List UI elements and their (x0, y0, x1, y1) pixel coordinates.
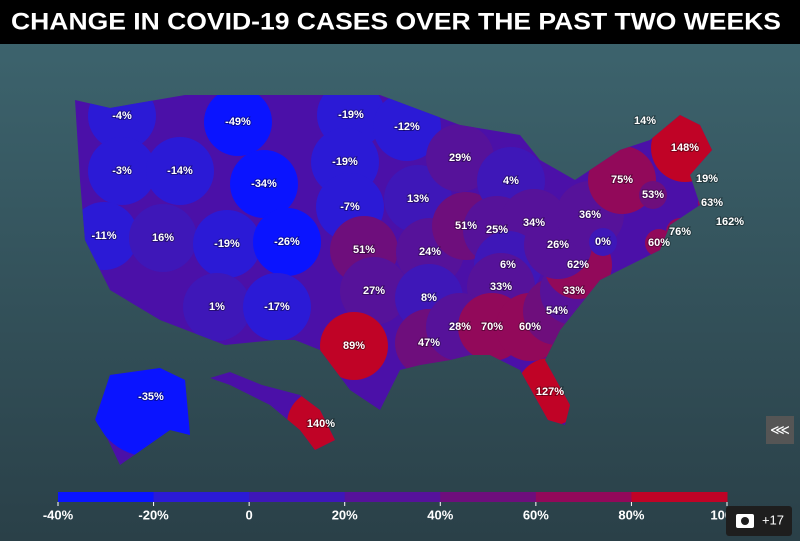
camera-lens (741, 517, 749, 525)
legend-segment (535, 492, 632, 502)
state-label: 60% (648, 237, 670, 249)
state-label: 47% (418, 337, 440, 349)
state-label: 148% (671, 142, 699, 154)
share-button[interactable] (766, 416, 794, 444)
state-label: 26% (547, 239, 569, 251)
state-label: 53% (642, 189, 664, 201)
state-label: 16% (152, 232, 174, 244)
state-label: -17% (264, 301, 290, 313)
state-region (639, 181, 667, 209)
state-label: 14% (634, 115, 656, 127)
share-icon: ⋘ (770, 422, 790, 438)
legend-tick-label: 60% (523, 507, 549, 522)
state-label: -35% (138, 391, 164, 403)
state-label: 76% (669, 226, 691, 238)
state-label: 51% (455, 220, 477, 232)
state-label: 1% (209, 301, 225, 313)
state-label: -26% (274, 236, 300, 248)
state-label: 13% (407, 193, 429, 205)
state-label: 8% (421, 292, 437, 304)
state-region (340, 257, 408, 325)
state-label: 70% (481, 321, 503, 333)
legend-tick-label: 80% (618, 507, 644, 522)
state-label: 63% (701, 197, 723, 209)
state-label: -34% (251, 178, 277, 190)
state-label: 162% (716, 216, 744, 228)
state-label: 127% (536, 386, 564, 398)
legend-segment (58, 492, 155, 502)
state-label: 75% (611, 174, 633, 186)
legend-segment (631, 492, 728, 502)
state-region (183, 273, 251, 341)
state-label: 34% (523, 217, 545, 229)
state-label: 27% (363, 285, 385, 297)
state-label: 54% (546, 305, 568, 317)
state-label: 24% (419, 246, 441, 258)
state-region (129, 204, 197, 272)
gallery-button[interactable] (726, 506, 792, 536)
state-label: 25% (486, 224, 508, 236)
state-region (588, 146, 656, 214)
state-label: 28% (449, 321, 471, 333)
state-label: -14% (167, 165, 193, 177)
gallery-count: +17 (762, 512, 784, 527)
legend-segment (249, 492, 346, 502)
state-region (243, 273, 311, 341)
legend-tick-label: 40% (427, 507, 453, 522)
state-label: -7% (340, 201, 360, 213)
state-region (320, 312, 388, 380)
state-region (253, 208, 321, 276)
state-label: -11% (91, 230, 116, 242)
state-label: -4% (112, 110, 132, 122)
state-label: 140% (307, 418, 335, 430)
legend-tick-label: 20% (332, 507, 358, 522)
state-label: -49% (225, 116, 251, 128)
state-label: -3% (112, 165, 132, 177)
title: CHANGE IN COVID-19 CASES OVER THE PAST T… (11, 8, 781, 35)
state-label: 62% (567, 259, 589, 271)
legend-tick-label: -20% (138, 507, 169, 522)
state-region (204, 95, 272, 156)
state-label: -19% (214, 238, 240, 250)
state-label: 4% (503, 175, 519, 187)
state-label: 89% (343, 340, 365, 352)
state-label: -19% (338, 109, 364, 121)
legend-segment (440, 492, 537, 502)
state-label: 33% (563, 285, 585, 297)
legend: -40%-20%020%40%60%80%100% (43, 492, 744, 522)
state-label: 36% (579, 209, 601, 221)
legend-tick-label: -40% (43, 507, 74, 522)
state-label: 29% (449, 152, 471, 164)
labels: -4% -3% -11% 16% -14% -49% -34% -19% 1% -26% -17% -… (90, 108, 745, 431)
legend-tick-label: 0 (246, 507, 253, 522)
state-region (146, 137, 214, 205)
state-region (88, 137, 156, 205)
state-region (589, 228, 617, 256)
state-label: -12% (394, 121, 420, 133)
state-label: 6% (500, 259, 516, 271)
legend-segment (344, 492, 441, 502)
legend-segment (153, 492, 250, 502)
state-label: -19% (332, 156, 358, 168)
state-label: 19% (696, 173, 718, 185)
state-label: 51% (353, 244, 375, 256)
title-bar (0, 0, 800, 44)
state-label: 0% (595, 236, 611, 248)
state-region (230, 150, 298, 218)
state-region (193, 210, 261, 278)
state-label: 60% (519, 321, 541, 333)
state-label: 33% (490, 281, 512, 293)
state-region (426, 124, 494, 192)
